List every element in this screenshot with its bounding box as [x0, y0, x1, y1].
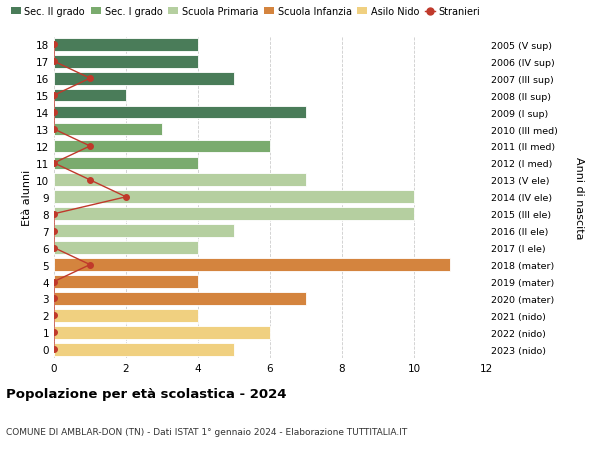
Bar — [54, 106, 306, 119]
Bar — [54, 292, 306, 305]
Bar — [54, 123, 162, 136]
Bar — [54, 343, 234, 356]
Bar — [54, 225, 234, 237]
Bar — [54, 140, 270, 153]
Bar — [54, 90, 126, 102]
Y-axis label: Anni di nascita: Anni di nascita — [574, 156, 584, 239]
Y-axis label: Età alunni: Età alunni — [22, 169, 32, 225]
Text: COMUNE DI AMBLAR-DON (TN) - Dati ISTAT 1° gennaio 2024 - Elaborazione TUTTITALIA: COMUNE DI AMBLAR-DON (TN) - Dati ISTAT 1… — [6, 427, 407, 436]
Text: Popolazione per età scolastica - 2024: Popolazione per età scolastica - 2024 — [6, 387, 287, 400]
Bar — [54, 56, 198, 68]
Bar — [54, 39, 198, 51]
Bar — [54, 174, 306, 187]
Bar — [54, 208, 414, 221]
Bar — [54, 275, 198, 288]
Legend: Sec. II grado, Sec. I grado, Scuola Primaria, Scuola Infanzia, Asilo Nido, Stran: Sec. II grado, Sec. I grado, Scuola Prim… — [11, 7, 481, 17]
Bar — [54, 242, 198, 254]
Bar — [54, 73, 234, 85]
Bar — [54, 326, 270, 339]
Bar — [54, 259, 450, 271]
Bar — [54, 309, 198, 322]
Bar — [54, 191, 414, 204]
Bar — [54, 157, 198, 170]
